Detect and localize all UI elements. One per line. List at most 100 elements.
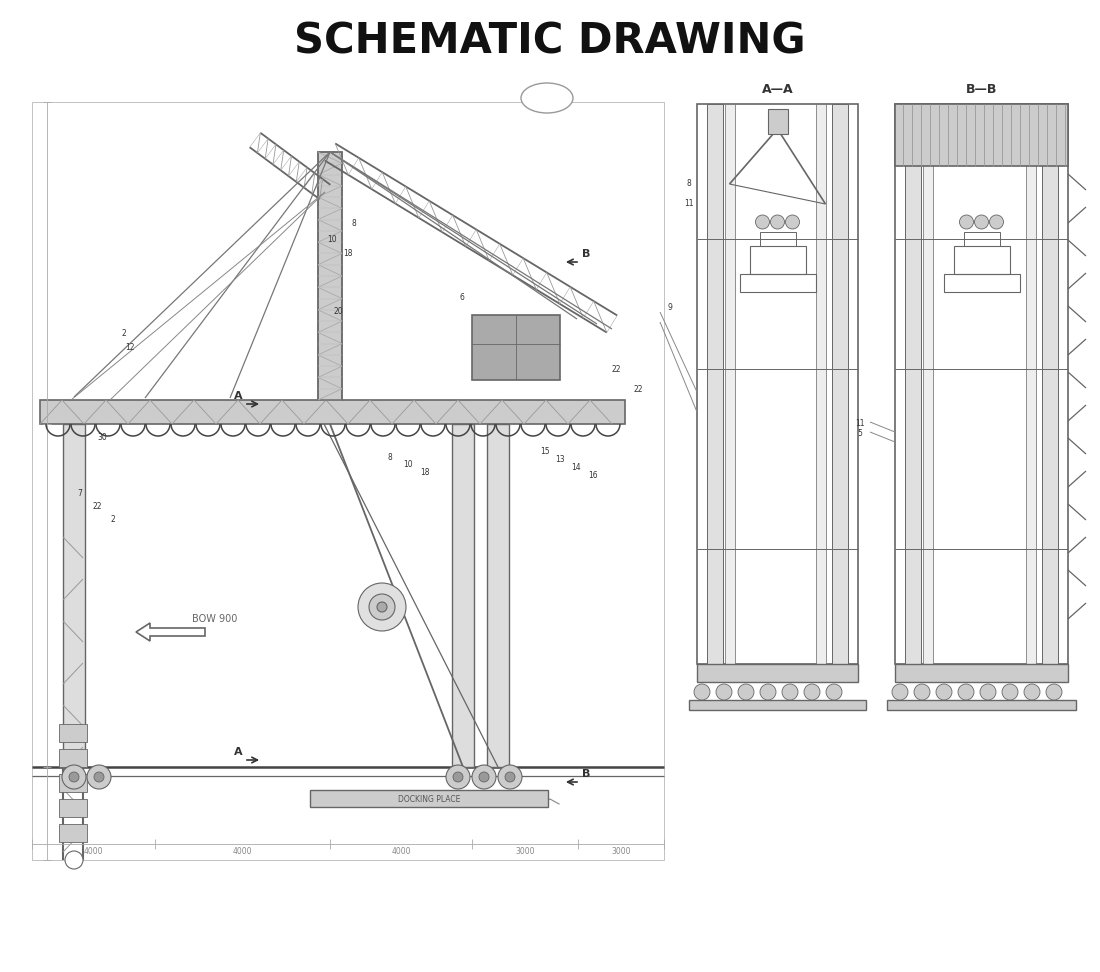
Bar — [452, 424, 474, 767]
Circle shape — [975, 215, 989, 229]
Text: B—B: B—B — [966, 84, 998, 96]
Bar — [725, 104, 735, 664]
Circle shape — [1046, 684, 1062, 700]
Circle shape — [453, 772, 463, 782]
Text: 10: 10 — [404, 461, 412, 469]
Bar — [832, 104, 848, 664]
Circle shape — [914, 684, 929, 700]
Text: 8: 8 — [387, 453, 393, 462]
Circle shape — [980, 684, 996, 700]
Circle shape — [478, 772, 490, 782]
Text: SCHEMATIC DRAWING: SCHEMATIC DRAWING — [294, 21, 806, 63]
Text: 15: 15 — [540, 447, 550, 457]
Circle shape — [958, 684, 974, 700]
Circle shape — [1024, 684, 1040, 700]
Circle shape — [936, 684, 952, 700]
Bar — [59, 824, 87, 842]
Text: 11: 11 — [856, 420, 865, 429]
Bar — [32, 102, 664, 860]
Text: 20: 20 — [333, 307, 343, 317]
Circle shape — [505, 772, 515, 782]
Bar — [318, 152, 342, 400]
Circle shape — [782, 684, 797, 700]
Bar — [1026, 104, 1036, 664]
Bar — [707, 104, 723, 664]
Circle shape — [87, 765, 111, 789]
Text: 2: 2 — [111, 515, 116, 525]
Text: 8: 8 — [352, 220, 356, 228]
Bar — [905, 104, 921, 664]
Bar — [59, 774, 87, 792]
Bar — [689, 700, 866, 710]
Text: 14: 14 — [571, 464, 581, 472]
Bar — [697, 104, 858, 664]
Text: 6: 6 — [460, 294, 464, 302]
Text: 30: 30 — [97, 433, 107, 441]
Text: 22: 22 — [92, 503, 101, 511]
Text: 12: 12 — [125, 342, 134, 352]
Circle shape — [498, 765, 522, 789]
Text: B: B — [582, 769, 591, 779]
Text: 8: 8 — [686, 180, 692, 189]
Bar — [63, 424, 85, 767]
Text: 4000: 4000 — [84, 848, 103, 856]
Text: V: V — [542, 90, 552, 106]
Bar — [895, 104, 1068, 664]
Bar — [59, 749, 87, 767]
Circle shape — [94, 772, 104, 782]
Text: 18: 18 — [420, 469, 430, 477]
Bar — [964, 232, 1000, 246]
Circle shape — [694, 684, 710, 700]
Bar — [749, 246, 805, 274]
Circle shape — [826, 684, 842, 700]
Text: 9: 9 — [668, 302, 672, 311]
Circle shape — [760, 684, 775, 700]
Circle shape — [959, 215, 974, 229]
Circle shape — [785, 215, 800, 229]
Circle shape — [69, 772, 79, 782]
Circle shape — [892, 684, 907, 700]
Text: DOCKING PLACE: DOCKING PLACE — [398, 795, 460, 805]
Circle shape — [756, 215, 770, 229]
Text: 4000: 4000 — [233, 848, 252, 856]
Bar — [759, 232, 795, 246]
Bar — [895, 664, 1068, 682]
Text: 10: 10 — [327, 234, 337, 244]
Text: A—A: A—A — [761, 84, 793, 96]
Bar — [887, 700, 1076, 710]
Bar — [59, 724, 87, 742]
Circle shape — [804, 684, 820, 700]
Circle shape — [377, 602, 387, 612]
Bar — [954, 246, 1010, 274]
Text: 22: 22 — [612, 364, 620, 373]
Bar — [472, 315, 560, 380]
Text: A: A — [234, 391, 243, 401]
FancyArrow shape — [136, 623, 205, 641]
Ellipse shape — [521, 83, 573, 113]
Bar — [923, 104, 933, 664]
Circle shape — [770, 215, 784, 229]
Circle shape — [1002, 684, 1018, 700]
Bar — [487, 424, 509, 767]
Bar — [816, 104, 826, 664]
Text: 18: 18 — [343, 250, 353, 259]
Circle shape — [716, 684, 732, 700]
Bar — [768, 109, 788, 134]
Bar — [40, 400, 625, 424]
Bar — [739, 274, 815, 292]
Text: BOW 900: BOW 900 — [192, 614, 238, 624]
Bar — [944, 274, 1020, 292]
Circle shape — [62, 765, 86, 789]
Circle shape — [446, 765, 470, 789]
Circle shape — [65, 851, 82, 869]
Text: 3000: 3000 — [612, 848, 630, 856]
Text: A: A — [234, 747, 243, 757]
Text: 16: 16 — [588, 471, 597, 480]
Text: 22: 22 — [634, 385, 642, 394]
Bar — [59, 799, 87, 817]
Text: 4000: 4000 — [392, 848, 410, 856]
Circle shape — [472, 765, 496, 789]
Circle shape — [990, 215, 1003, 229]
Text: 11: 11 — [684, 199, 694, 209]
Text: 2: 2 — [122, 329, 127, 337]
